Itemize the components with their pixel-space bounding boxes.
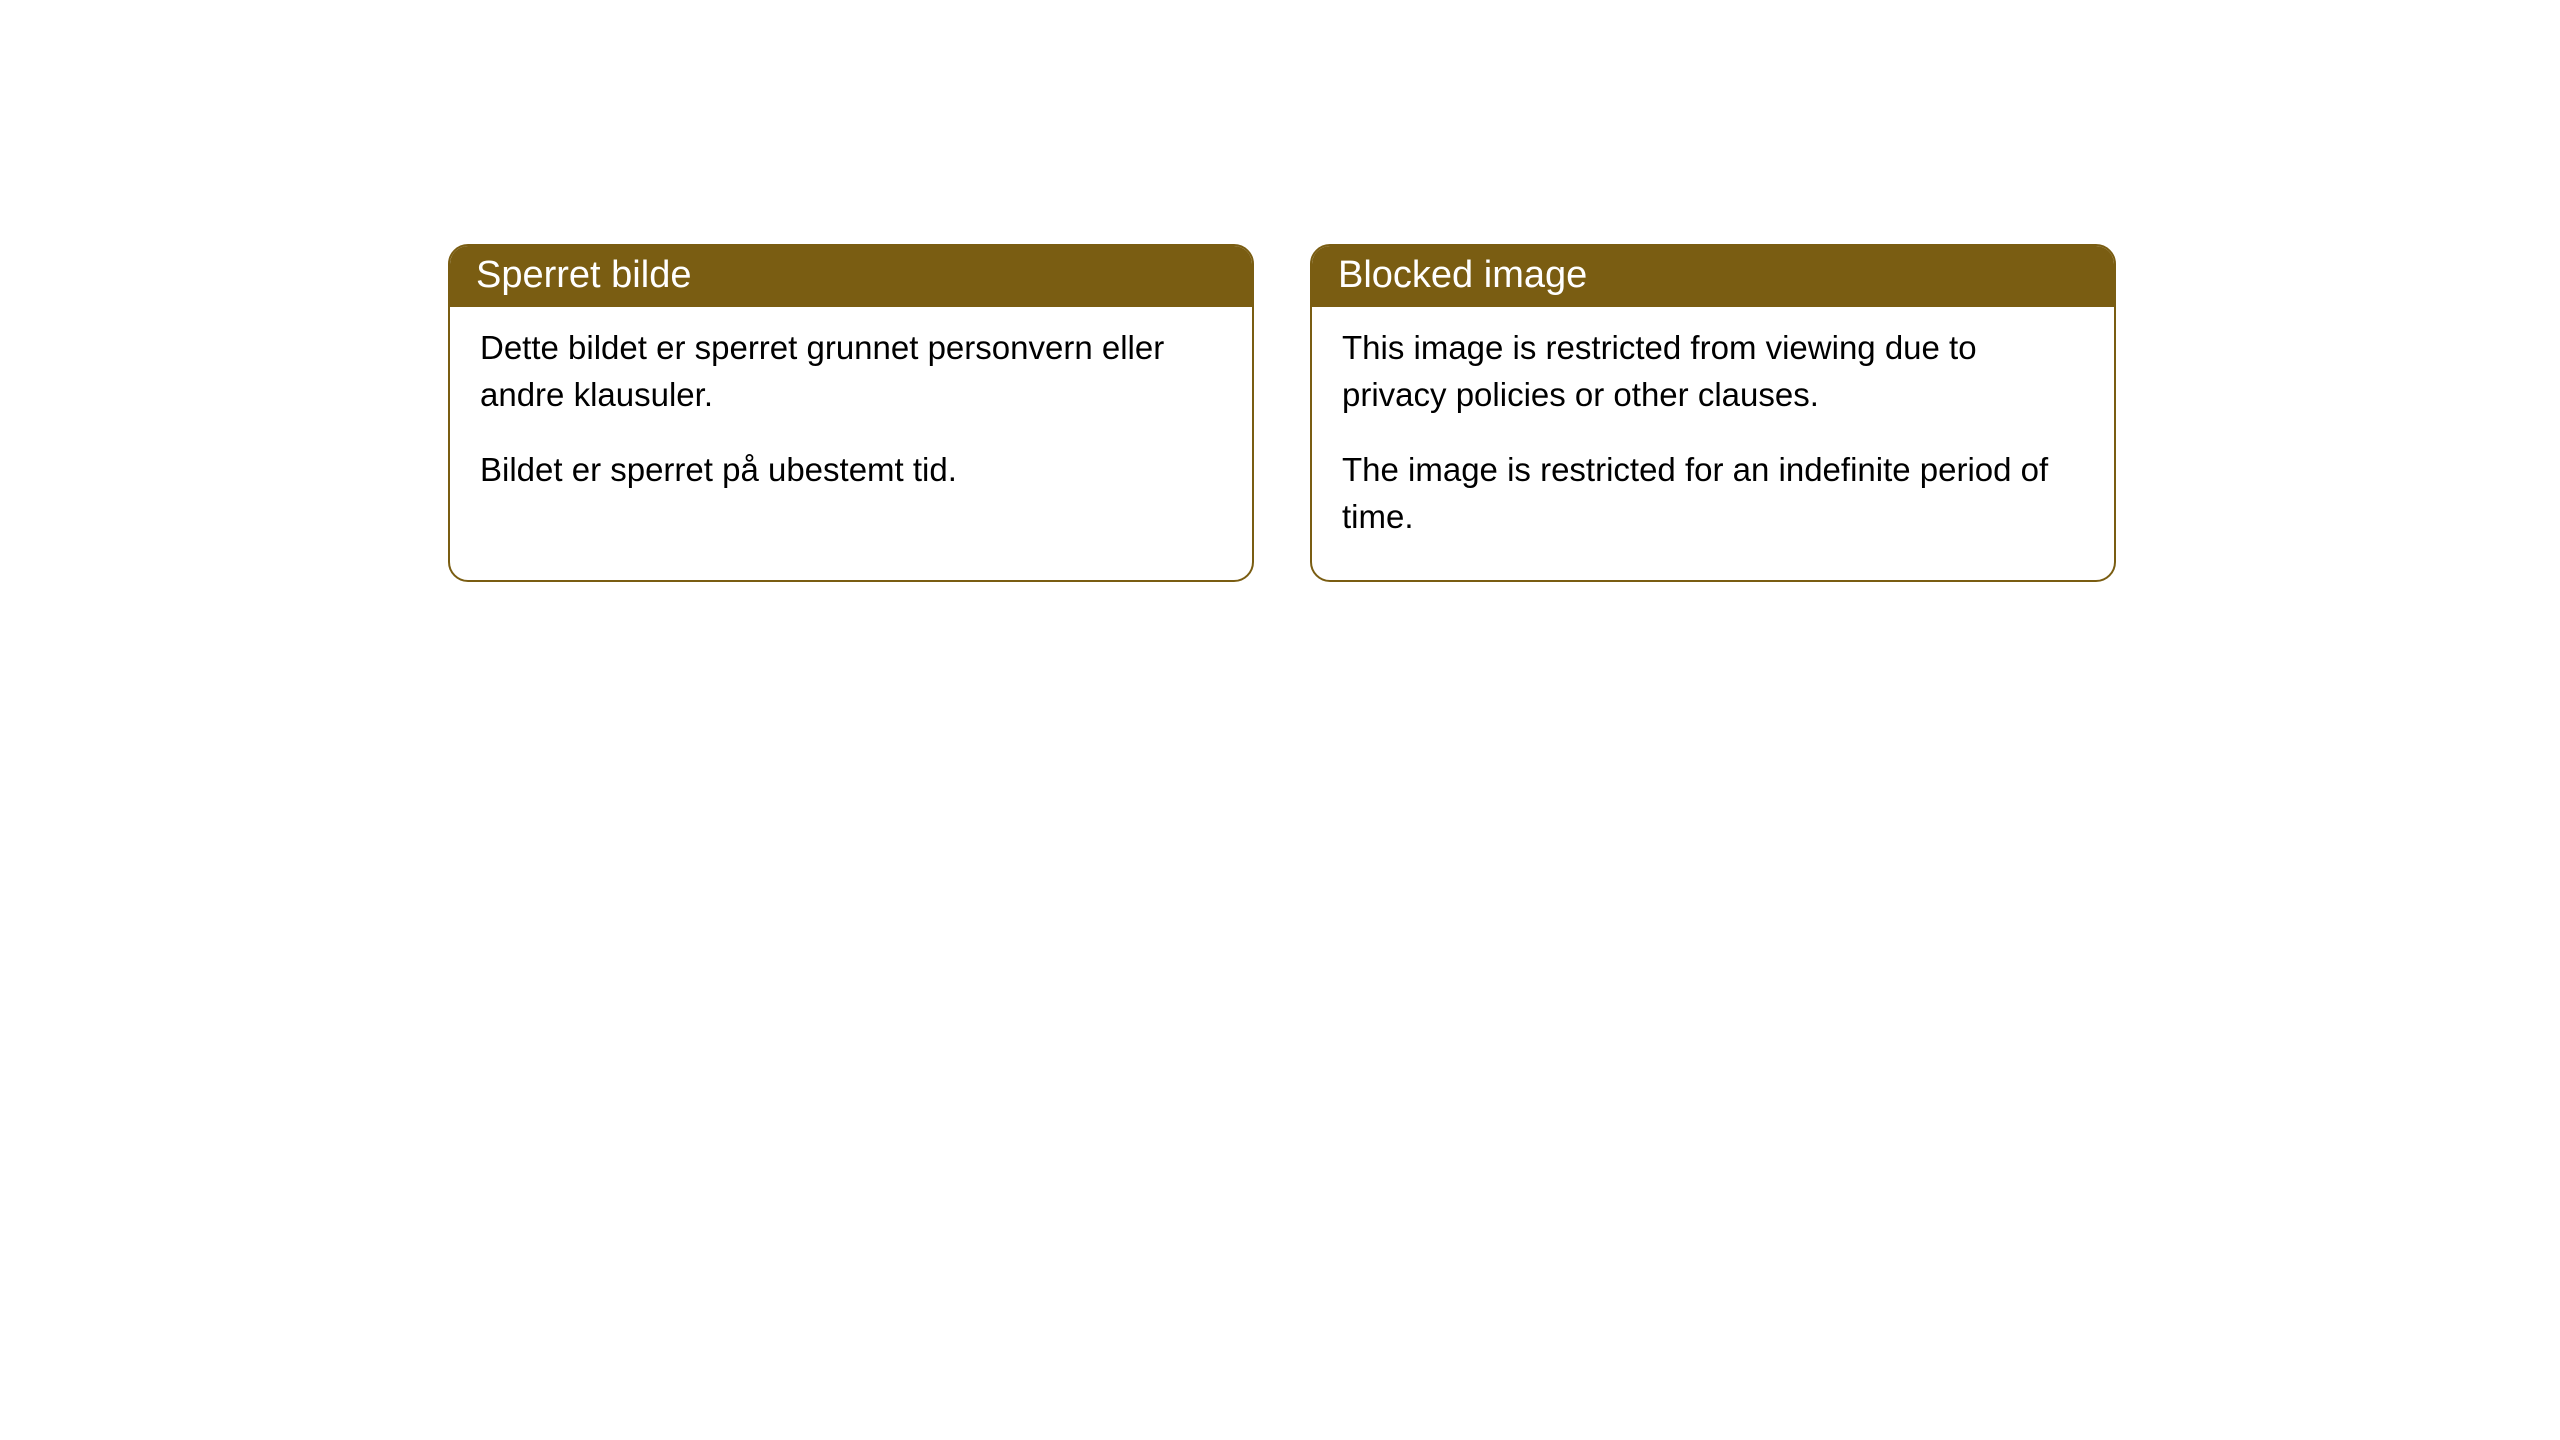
- notice-card-english: Blocked image This image is restricted f…: [1310, 244, 2116, 582]
- notice-header-norwegian: Sperret bilde: [450, 246, 1252, 307]
- notice-body-english: This image is restricted from viewing du…: [1312, 307, 2114, 580]
- notice-card-norwegian: Sperret bilde Dette bildet er sperret gr…: [448, 244, 1254, 582]
- notice-paragraph: Bildet er sperret på ubestemt tid.: [480, 447, 1222, 494]
- notice-paragraph: This image is restricted from viewing du…: [1342, 325, 2084, 419]
- notice-container: Sperret bilde Dette bildet er sperret gr…: [0, 0, 2560, 582]
- notice-paragraph: Dette bildet er sperret grunnet personve…: [480, 325, 1222, 419]
- notice-header-english: Blocked image: [1312, 246, 2114, 307]
- notice-paragraph: The image is restricted for an indefinit…: [1342, 447, 2084, 541]
- notice-body-norwegian: Dette bildet er sperret grunnet personve…: [450, 307, 1252, 534]
